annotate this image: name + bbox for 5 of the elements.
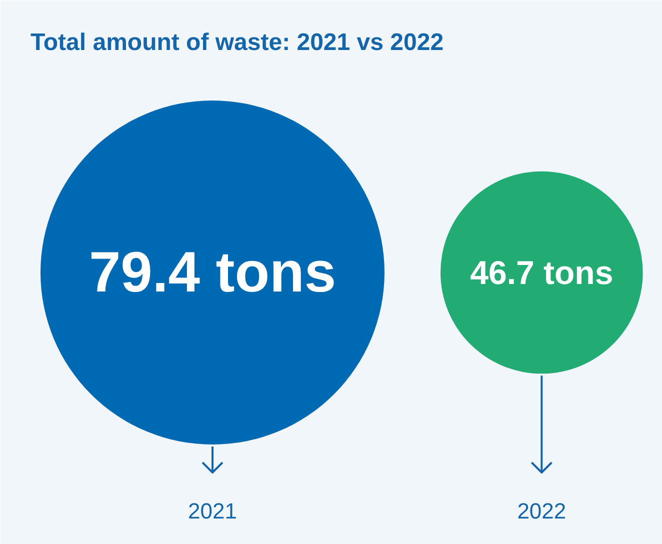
category-label: 2022 <box>517 498 566 524</box>
text: Total amount of waste: 2021 vs 2022 <box>30 29 444 56</box>
category-label: 2021 <box>188 498 237 524</box>
data-label: 79.4 tons <box>88 240 336 304</box>
data-label: 46.7 tons <box>470 254 614 291</box>
